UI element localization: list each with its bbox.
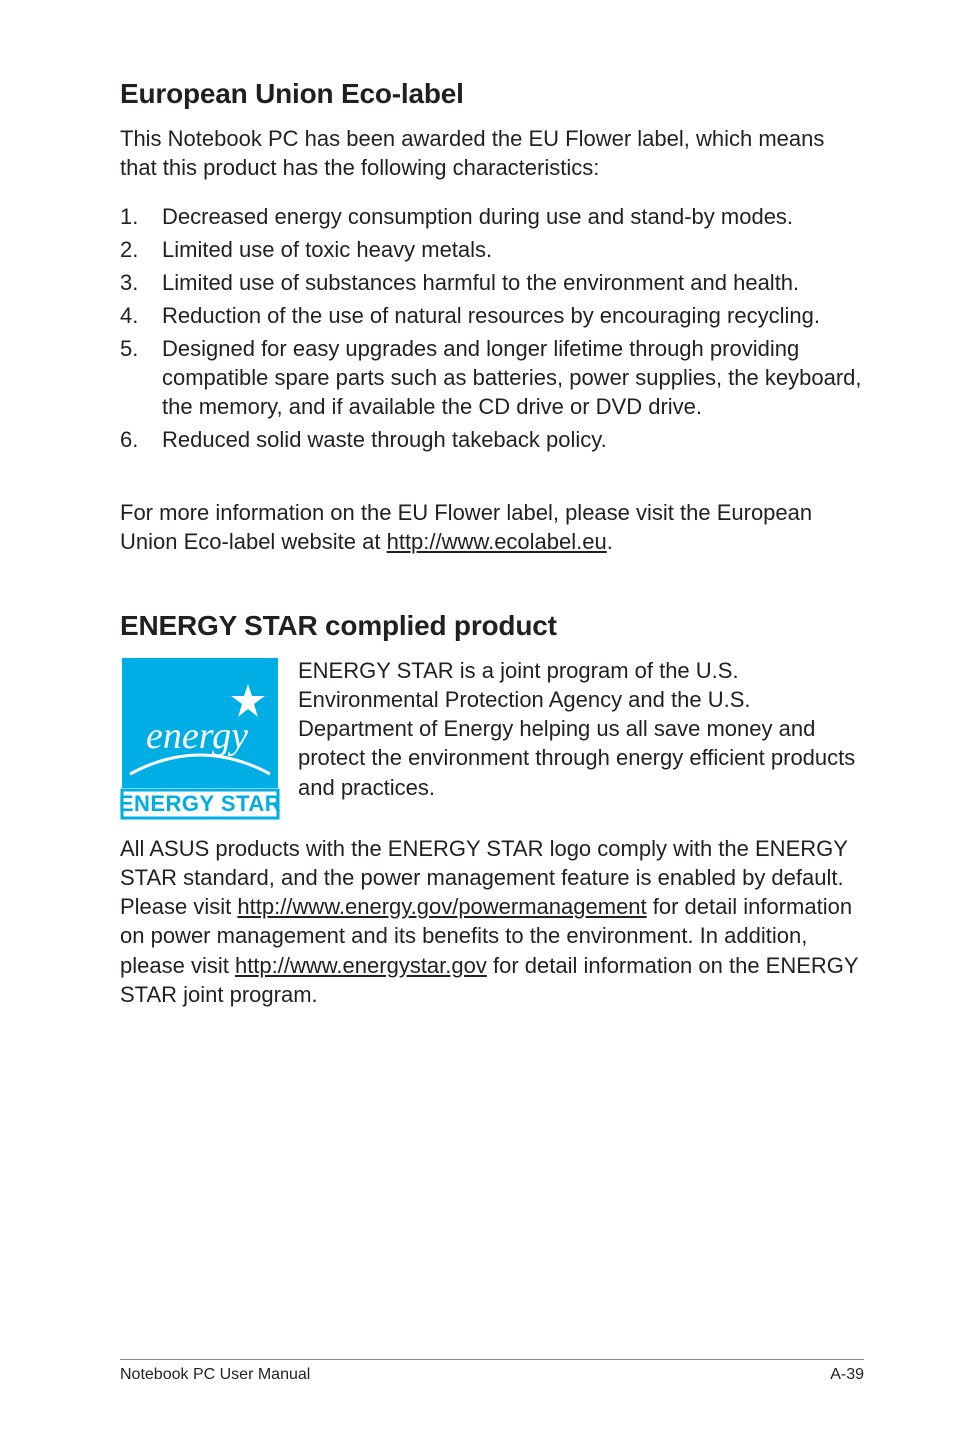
list-item: 2.Limited use of toxic heavy metals.: [120, 235, 864, 264]
list-number: 4.: [120, 301, 162, 330]
list-text: Designed for easy upgrades and longer li…: [162, 334, 864, 421]
list-number: 3.: [120, 268, 162, 297]
energystar-link[interactable]: http://www.energystar.gov: [235, 953, 487, 978]
list-number: 1.: [120, 202, 162, 231]
list-text: Limited use of substances harmful to the…: [162, 268, 864, 297]
list-text: Limited use of toxic heavy metals.: [162, 235, 864, 264]
eu-ecolabel-lead: This Notebook PC has been awarded the EU…: [120, 124, 864, 182]
page-footer: Notebook PC User Manual A-39: [120, 1359, 864, 1384]
footer-page-number: A-39: [830, 1366, 864, 1384]
list-text: Reduction of the use of natural resource…: [162, 301, 864, 330]
list-item: 4.Reduction of the use of natural resour…: [120, 301, 864, 330]
energystar-heading: ENERGY STAR complied product: [120, 610, 864, 642]
footer-title: Notebook PC User Manual: [120, 1366, 310, 1384]
eu-ecolabel-heading: European Union Eco-label: [120, 78, 864, 110]
eu-ecolabel-moreinfo: For more information on the EU Flower la…: [120, 498, 864, 556]
energystar-intro-row: energy ENERGY STAR ENERGY STAR is a join…: [120, 656, 864, 820]
list-item: 6.Reduced solid waste through takeback p…: [120, 425, 864, 454]
list-number: 6.: [120, 425, 162, 454]
list-item: 1.Decreased energy consumption during us…: [120, 202, 864, 231]
list-item: 3.Limited use of substances harmful to t…: [120, 268, 864, 297]
list-number: 2.: [120, 235, 162, 264]
energystar-logo-icon: energy ENERGY STAR: [120, 656, 280, 820]
svg-text:ENERGY STAR: ENERGY STAR: [120, 791, 280, 816]
list-item: 5.Designed for easy upgrades and longer …: [120, 334, 864, 421]
more-info-post: .: [607, 529, 613, 554]
eu-ecolabel-list: 1.Decreased energy consumption during us…: [120, 202, 864, 454]
svg-text:energy: energy: [146, 715, 248, 757]
list-text: Reduced solid waste through takeback pol…: [162, 425, 864, 454]
energygov-link[interactable]: http://www.energy.gov/powermanagement: [237, 894, 646, 919]
list-text: Decreased energy consumption during use …: [162, 202, 864, 231]
list-number: 5.: [120, 334, 162, 421]
energystar-intro: ENERGY STAR is a joint program of the U.…: [298, 656, 864, 801]
ecolabel-link[interactable]: http://www.ecolabel.eu: [387, 529, 607, 554]
energystar-body: All ASUS products with the ENERGY STAR l…: [120, 834, 864, 1008]
